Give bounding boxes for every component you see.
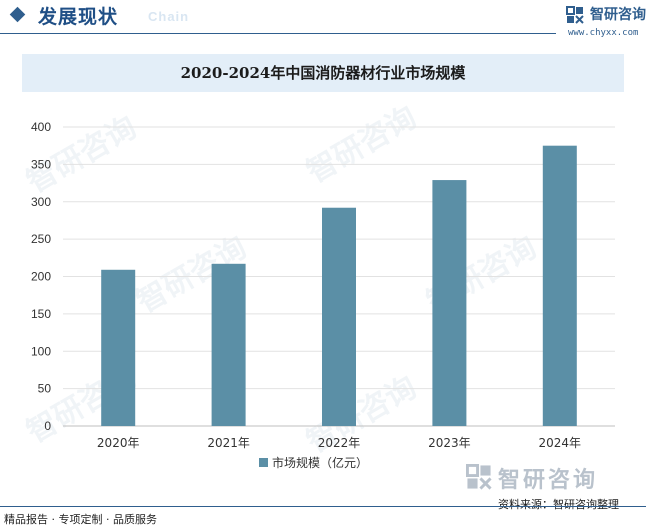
section-title: 发展现状 [38,6,119,28]
data-source: 资料来源：智研咨询整理 [498,498,619,511]
section-header: 发展现状 Chain 智研咨询 www.chyxx.com [0,0,646,38]
brand-name: 智研咨询 [590,7,646,23]
y-tick-label: 100 [31,344,51,358]
y-tick-label: 300 [31,195,51,209]
y-tick-label: 350 [31,157,51,171]
y-tick-label: 200 [31,270,51,284]
bar-2 [211,263,246,426]
header-divider [0,33,556,34]
x-tick-label: 2022年 [318,436,361,450]
y-tick-label: 50 [38,382,52,396]
brand-logo-icon [566,6,584,24]
section-subtitle: Chain [148,9,190,24]
x-tick-label: 2024年 [539,436,582,450]
chart-title-banner: 2020-2024年中国消防器材行业市场规模 [22,54,624,92]
footer-divider [0,506,646,507]
y-tick-label: 250 [31,232,51,246]
footer-services: 精品报告 · 专项定制 · 品质服务 [4,513,157,526]
bar-5 [542,145,577,426]
x-tick-label: 2020年 [97,436,140,450]
legend-swatch [259,458,268,467]
bar-4 [432,180,467,426]
footer-brand-name: 智研咨询 [498,468,599,493]
footer-bar: 精品报告 · 专项定制 · 品质服务 [0,506,646,527]
y-tick-label: 0 [44,419,51,433]
x-tick-label: 2021年 [207,436,250,450]
legend-label: 市场规模（亿元） [272,455,368,470]
bar-3 [322,207,356,426]
brand-logo-icon [466,464,492,490]
bar-1 [101,269,136,426]
brand-url: www.chyxx.com [568,28,639,38]
x-tick-label: 2023年 [428,436,471,450]
y-tick-label: 400 [31,120,51,134]
chart-title: 2020-2024年中国消防器材行业市场规模 [180,64,466,82]
y-tick-label: 150 [31,307,51,321]
bar-chart: 0 50 100 150 200 250 300 350 400 2020年 2021年 2022年 2… [31,120,615,470]
